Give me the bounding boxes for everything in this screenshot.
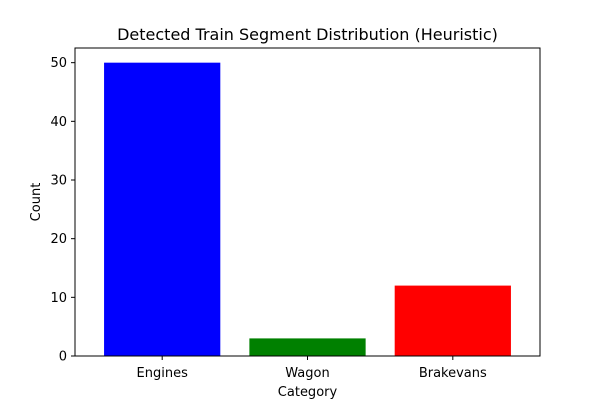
plot-frame — [74, 47, 541, 357]
y-tick-label: 30 — [50, 174, 67, 189]
y-tick-label: 10 — [50, 291, 67, 306]
x-axis-label: Category — [278, 385, 338, 400]
x-axis-ticks: Engines Wagon Brakevans — [137, 356, 487, 381]
y-tick-label: 50 — [50, 56, 67, 71]
y-tick-label: 20 — [50, 232, 67, 247]
y-axis-label: Count — [29, 183, 44, 222]
bar-brakevans — [394, 285, 511, 356]
chart-title: Detected Train Segment Distribution (Heu… — [117, 25, 498, 44]
x-tick-label: Wagon — [285, 366, 329, 381]
bar-wagon — [249, 338, 366, 356]
y-axis-ticks: 0 10 20 30 40 50 — [50, 56, 75, 365]
x-tick-label: Engines — [137, 366, 189, 381]
x-tick-label: Brakevans — [419, 366, 487, 381]
y-tick-label: 0 — [59, 350, 67, 365]
y-tick-label: 40 — [50, 115, 67, 130]
bars-group — [104, 62, 511, 357]
bar-engines — [104, 62, 221, 357]
